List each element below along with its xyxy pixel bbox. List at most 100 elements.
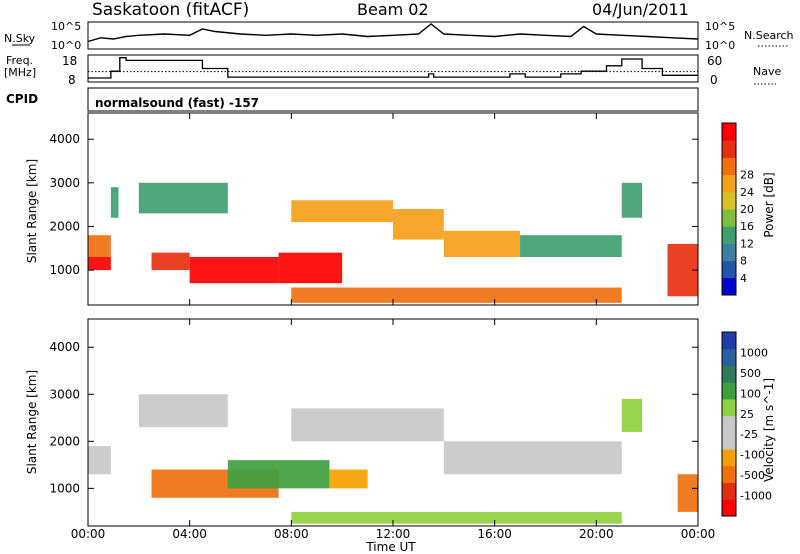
power-colorbar-cell bbox=[722, 226, 736, 244]
velocity-colorbar-cell bbox=[722, 332, 736, 350]
velocity-colorbar-tick: -500 bbox=[740, 469, 765, 482]
power-y-tick-label: 4000 bbox=[49, 132, 80, 146]
power-region-1 bbox=[88, 257, 111, 271]
power-colorbar-cell bbox=[722, 243, 736, 262]
power-colorbar-tick: 28 bbox=[740, 169, 754, 182]
station-title: Saskatoon (fitACF) bbox=[92, 0, 249, 20]
velocity-colorbar-cell bbox=[722, 365, 736, 383]
power-region-5 bbox=[189, 257, 279, 284]
nave-tick-top: 60 bbox=[707, 54, 722, 68]
velocity-colorbar-cell bbox=[722, 449, 736, 467]
velocity-region-4 bbox=[329, 469, 368, 489]
x-tick-label: 04:00 bbox=[172, 527, 207, 541]
freq-label-2: [MHz] bbox=[4, 66, 36, 79]
x-tick-label: 00:00 bbox=[71, 527, 106, 541]
x-tick-label: 16:00 bbox=[477, 527, 512, 541]
velocity-colorbar-tick: 25 bbox=[740, 408, 754, 421]
x-tick-label: 20:00 bbox=[579, 527, 614, 541]
velocity-colorbar-tick: -1000 bbox=[740, 490, 772, 503]
nsearch-label: N.Search bbox=[744, 29, 794, 42]
power-y-tick-label: 1000 bbox=[49, 263, 80, 277]
nsky-series-line bbox=[87, 23, 699, 43]
cpid-label: CPID bbox=[6, 92, 38, 106]
power-colorbar-label: Power [dB] bbox=[762, 172, 776, 237]
power-region-2 bbox=[110, 187, 119, 218]
power-region-8 bbox=[393, 209, 444, 240]
date-title: 04/Jun/2011 bbox=[592, 0, 689, 19]
velocity-colorbar-cell bbox=[722, 348, 736, 366]
nsky-right-tick-bottom: 10^0 bbox=[705, 39, 735, 52]
power-colorbar-tick: 24 bbox=[740, 186, 754, 199]
nave-label: Nave bbox=[753, 65, 781, 78]
velocity-colorbar-tick: -100 bbox=[740, 449, 765, 462]
power-y-tick-label: 3000 bbox=[49, 176, 80, 190]
power-colorbar-cell bbox=[722, 174, 736, 193]
cpid-panel bbox=[87, 87, 699, 112]
nsky-tick-bottom: 10^0 bbox=[51, 39, 81, 52]
power-region-4 bbox=[151, 252, 190, 271]
x-axis-label: Time UT bbox=[365, 540, 416, 554]
power-colorbar-cell bbox=[722, 277, 736, 296]
power-colorbar-tick: 12 bbox=[740, 237, 754, 250]
velocity-ylabel: Slant Range [km] bbox=[25, 370, 39, 474]
power-ylabel: Slant Range [km] bbox=[25, 159, 39, 263]
velocity-region-5 bbox=[291, 408, 444, 442]
beam-title: Beam 02 bbox=[357, 0, 429, 19]
freq-series-line bbox=[88, 57, 698, 79]
power-y-tick-label: 2000 bbox=[49, 219, 80, 233]
velocity-colorbar-tick: 500 bbox=[740, 367, 761, 380]
velocity-colorbar-cell bbox=[722, 465, 736, 484]
velocity-colorbar-cell bbox=[722, 398, 736, 417]
velocity-y-tick-label: 2000 bbox=[49, 434, 80, 448]
freq-tick-top: 18 bbox=[62, 54, 77, 68]
x-tick-label: 12:00 bbox=[376, 527, 411, 541]
power-region-7 bbox=[291, 200, 393, 223]
velocity-y-tick-label: 4000 bbox=[49, 340, 80, 354]
velocity-region-3 bbox=[227, 460, 330, 489]
power-colorbar-tick: 20 bbox=[740, 203, 754, 216]
power-region-3 bbox=[138, 182, 228, 214]
velocity-region-7 bbox=[621, 398, 643, 432]
velocity-region-9 bbox=[291, 511, 622, 524]
power-colorbar-cell bbox=[722, 260, 736, 279]
velocity-region-6 bbox=[443, 441, 622, 475]
power-region-11 bbox=[621, 182, 643, 218]
power-region-10 bbox=[520, 235, 622, 257]
velocity-region-8 bbox=[677, 474, 698, 512]
velocity-colorbar-tick: -25 bbox=[740, 428, 758, 441]
power-colorbar-frame bbox=[721, 122, 737, 296]
velocity-colorbar-tick: 100 bbox=[740, 387, 761, 400]
power-colorbar-cell bbox=[722, 140, 736, 158]
nsky-tick-top: 10^5 bbox=[51, 20, 81, 33]
nsky-right-tick-top: 10^5 bbox=[705, 20, 735, 33]
velocity-region-1 bbox=[138, 394, 228, 428]
power-colorbar-cell bbox=[722, 123, 736, 141]
nsky-label: N.Sky bbox=[4, 32, 36, 45]
power-region-0 bbox=[88, 235, 111, 257]
freq-label-1: Freq. bbox=[6, 54, 33, 67]
velocity-y-tick-label: 1000 bbox=[49, 481, 80, 495]
freq-tick-bottom: 8 bbox=[68, 73, 76, 87]
power-region-6 bbox=[278, 252, 343, 284]
power-region-13 bbox=[291, 287, 622, 303]
velocity-colorbar-label: Velocity [m s^-1] bbox=[762, 378, 776, 482]
velocity-region-0 bbox=[88, 446, 111, 475]
nsky-panel bbox=[87, 21, 699, 50]
cpid-value: normalsound (fast) -157 bbox=[95, 96, 259, 110]
power-region-9 bbox=[443, 230, 521, 257]
power-colorbar-cell bbox=[722, 191, 736, 210]
power-colorbar-tick: 16 bbox=[740, 220, 754, 233]
velocity-colorbar-cell bbox=[722, 415, 736, 433]
power-colorbar-tick: 4 bbox=[740, 272, 747, 285]
nave-tick-bottom: 0 bbox=[710, 73, 718, 87]
velocity-colorbar-cell bbox=[722, 499, 736, 517]
velocity-colorbar-tick: 1000 bbox=[740, 346, 768, 359]
velocity-y-tick-label: 3000 bbox=[49, 387, 80, 401]
x-tick-label: 00:00 bbox=[681, 527, 716, 541]
velocity-colorbar-cell bbox=[722, 432, 736, 450]
velocity-colorbar-cell bbox=[722, 482, 736, 500]
power-colorbar-cell bbox=[722, 157, 736, 176]
power-colorbar-tick: 8 bbox=[740, 255, 747, 268]
freq-panel bbox=[87, 54, 699, 83]
